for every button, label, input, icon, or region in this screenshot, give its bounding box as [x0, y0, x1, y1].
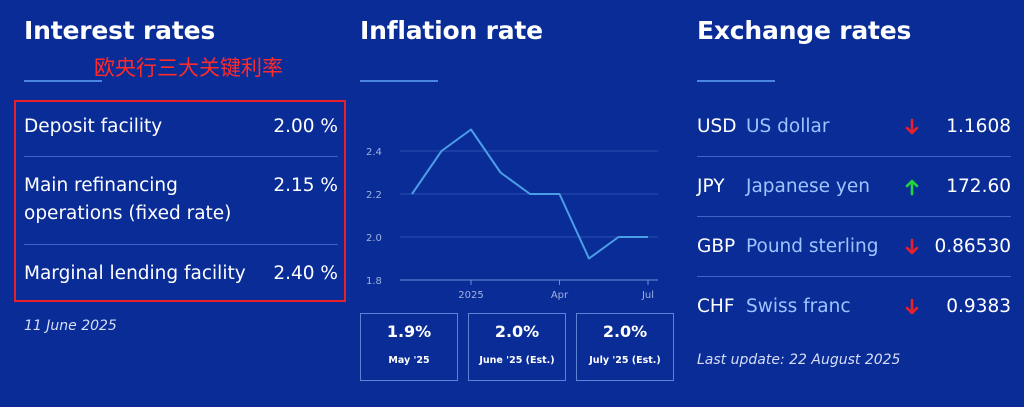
- data-point[interactable]: [645, 234, 651, 240]
- last-update: Last update: 22 August 2025: [697, 352, 901, 368]
- currency-code: CHF: [697, 296, 735, 317]
- y-tick-label: 2.2: [366, 190, 382, 201]
- rate-value: 2.40 %: [273, 263, 338, 284]
- x-tick-label: Apr: [551, 290, 569, 301]
- y-tick-label: 2.4: [366, 147, 382, 158]
- inflation-chart-svg: 1.8 2.0 2.2 2.4 2025 Apr Jul: [366, 127, 658, 301]
- divider: [24, 156, 338, 157]
- data-point[interactable]: [468, 127, 474, 133]
- inflation-card-june: 2.0% June '25 (Est.): [468, 313, 566, 381]
- inflation-card-july: 2.0% July '25 (Est.): [576, 313, 674, 381]
- data-point[interactable]: [498, 170, 504, 176]
- interest-rates-title: Interest rates: [24, 16, 216, 45]
- currency-name-link[interactable]: Pound sterling: [746, 236, 879, 257]
- card-value: 1.9%: [386, 322, 432, 341]
- divider: [697, 276, 1011, 277]
- data-point[interactable]: [586, 256, 592, 262]
- divider: [697, 156, 1011, 157]
- arrow-down-icon: [905, 118, 919, 135]
- arrow-down-icon: [905, 298, 919, 315]
- data-point[interactable]: [616, 234, 622, 240]
- highlight-box: [14, 100, 346, 302]
- rate-label: Marginal lending facility: [24, 263, 246, 284]
- annotation-text: 欧央行三大关键利率: [94, 56, 283, 80]
- card-label: July '25 (Est.): [589, 355, 661, 366]
- fx-row-gbp: GBP Pound sterling 0.86530: [697, 233, 1013, 261]
- rate-label: Deposit facility: [24, 116, 163, 137]
- fx-row-usd: USD US dollar 1.1608: [697, 113, 1013, 141]
- card-value: 2.0%: [494, 322, 540, 341]
- exchange-rates-title: Exchange rates: [697, 16, 912, 45]
- currency-rate: 172.60: [946, 176, 1011, 197]
- rates-date: 11 June 2025: [24, 318, 117, 334]
- currency-rate: 0.9383: [946, 296, 1011, 317]
- arrow-down-icon: [905, 238, 919, 255]
- fx-row-jpy: JPY Japanese yen 172.60: [697, 173, 1013, 201]
- currency-name-link[interactable]: Japanese yen: [746, 176, 870, 197]
- data-point[interactable]: [439, 148, 445, 154]
- currency-code: JPY: [697, 176, 725, 197]
- rate-row-main-refinancing: Main refinancing operations (fixed rate)…: [24, 172, 338, 228]
- currency-rate: 0.86530: [934, 236, 1011, 257]
- title-underline: [360, 80, 438, 82]
- x-tick-label: 2025: [458, 290, 483, 301]
- currency-name-link[interactable]: Swiss franc: [746, 296, 851, 317]
- x-tick-label: Jul: [641, 290, 654, 301]
- divider: [697, 216, 1011, 217]
- data-point[interactable]: [527, 191, 533, 197]
- currency-name-link[interactable]: US dollar: [746, 116, 830, 137]
- card-value: 2.0%: [602, 322, 648, 341]
- fx-row-chf: CHF Swiss franc 0.9383: [697, 293, 1013, 321]
- currency-code: USD: [697, 116, 737, 137]
- rate-value: 2.15 %: [273, 175, 338, 196]
- currency-code: GBP: [697, 236, 736, 257]
- rate-label: Main refinancing operations (fixed rate): [24, 175, 232, 224]
- data-point[interactable]: [409, 191, 415, 197]
- y-tick-label: 1.8: [366, 276, 382, 287]
- rate-row-deposit-facility: Deposit facility 2.00 %: [24, 113, 338, 141]
- inflation-card-may: 1.9% May '25: [360, 313, 458, 381]
- inflation-cards: 1.9% May '25 2.0% June '25 (Est.) 2.0% J…: [360, 313, 674, 381]
- arrow-up-icon: [905, 179, 919, 196]
- inflation-title: Inflation rate: [360, 16, 543, 45]
- data-point[interactable]: [557, 191, 563, 197]
- rate-row-marginal-lending: Marginal lending facility 2.40 %: [24, 260, 338, 288]
- card-label: June '25 (Est.): [479, 355, 555, 366]
- inflation-chart: 1.8 2.0 2.2 2.4 2025 Apr Jul: [360, 100, 660, 310]
- title-underline: [697, 80, 775, 82]
- divider: [24, 244, 338, 245]
- rate-value: 2.00 %: [273, 116, 338, 137]
- card-label: May '25: [388, 355, 430, 366]
- inflation-series-line: [411, 128, 648, 260]
- y-tick-label: 2.0: [366, 233, 382, 244]
- currency-rate: 1.1608: [946, 116, 1011, 137]
- title-underline: [24, 80, 102, 82]
